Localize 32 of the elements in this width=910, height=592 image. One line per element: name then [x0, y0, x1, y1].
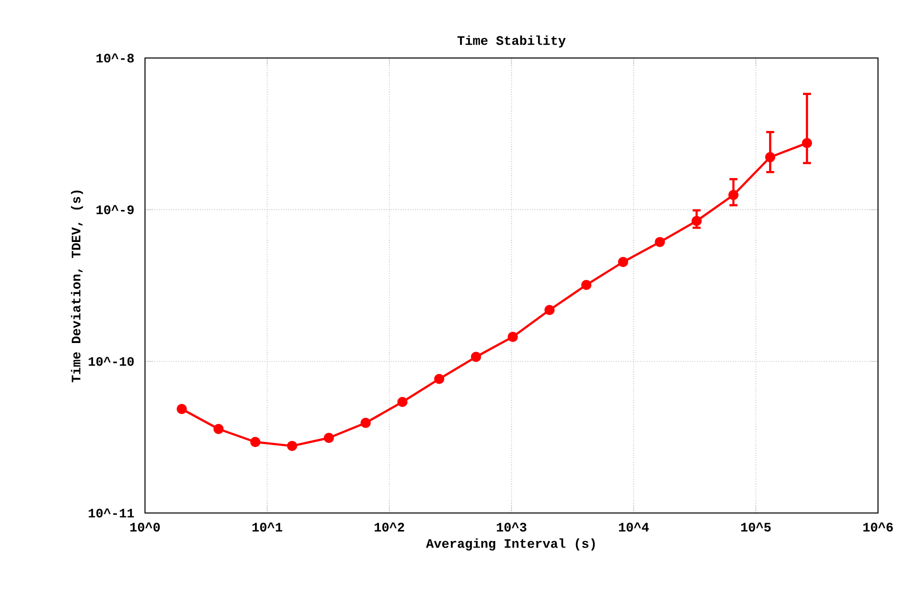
- point: [176, 404, 187, 414]
- point: [765, 152, 776, 162]
- y-tick-label: 10^-8: [96, 54, 134, 63]
- y-tick-label: 10^-9: [96, 205, 134, 214]
- point: [360, 418, 371, 428]
- x-tick-label: 10^2: [374, 522, 404, 532]
- y-tick-label: 10^-11: [88, 508, 134, 518]
- point: [508, 332, 518, 342]
- chart-title: Time Stability: [457, 35, 566, 48]
- y-tick-label: 10^-10: [88, 356, 134, 366]
- x-tick-label: 10^0: [130, 522, 160, 532]
- point: [654, 236, 665, 248]
- point: [324, 432, 334, 443]
- y-axis-title: Time Deviation, TDEV, (s): [70, 190, 84, 382]
- point: [802, 138, 812, 148]
- point: [250, 436, 260, 448]
- point: [470, 352, 482, 362]
- x-tick-label: 10^3: [496, 522, 526, 532]
- x-tick-label: 10^5: [741, 522, 771, 532]
- point: [728, 190, 739, 200]
- point: [397, 396, 408, 408]
- point: [618, 256, 628, 268]
- point: [544, 304, 555, 316]
- x-tick-label: 10^1: [252, 522, 282, 532]
- x-tick-label: 10^4: [619, 522, 649, 532]
- x-tick-label: 10^6: [863, 522, 893, 532]
- point: [213, 424, 224, 434]
- point: [287, 440, 298, 452]
- point: [581, 280, 592, 290]
- point: [434, 374, 444, 384]
- point: [692, 216, 702, 226]
- x-axis-title: Averaging Interval (s): [426, 538, 595, 551]
